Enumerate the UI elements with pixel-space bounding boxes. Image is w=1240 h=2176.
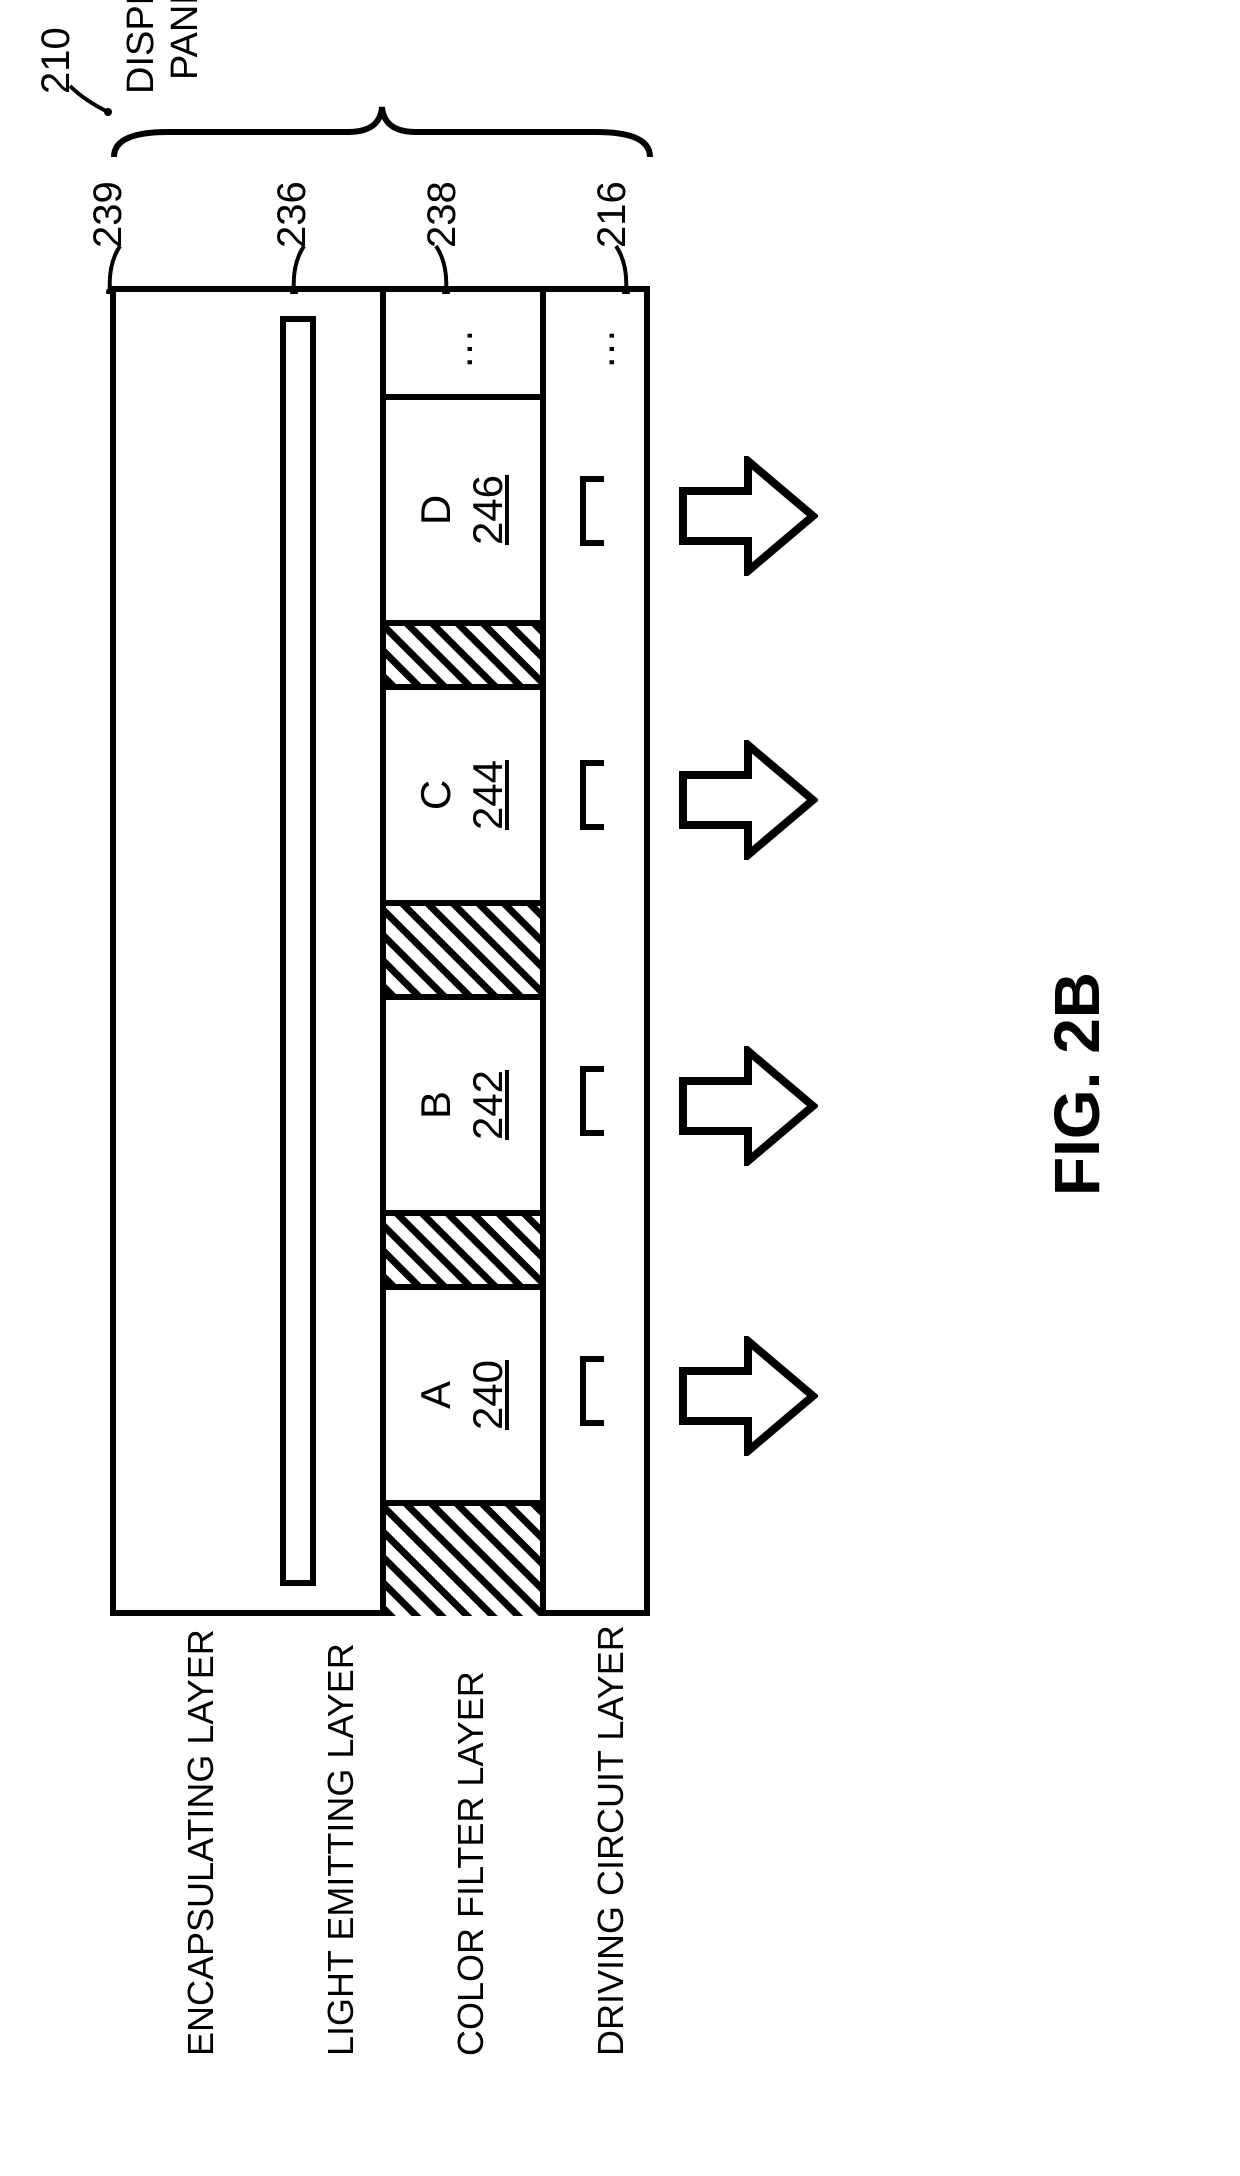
label-light-emitting: LIGHT EMITTING LAYER [320,1643,362,2056]
hatch-1 [386,1210,540,1290]
label-driving-circuit: DRIVING CIRCUIT LAYER [590,1625,632,2056]
light-emitting-bar [280,316,316,1586]
label-panel: PANEL [164,0,207,80]
leader-216 [596,234,636,294]
leader-236 [286,234,326,294]
filter-cell-d: D 246 [386,400,540,620]
figure-caption: FIG. 2B [1040,972,1114,1196]
hatch-2 [386,900,540,1000]
filter-cell-a: A 240 [386,1290,540,1500]
divider-cf-bottom [540,292,546,1610]
filter-cell-b: B 242 [386,1000,540,1210]
filter-c-ref: 244 [464,690,512,900]
display-panel-brace [108,102,656,162]
arrow-a [678,1336,818,1456]
leader-210 [64,76,114,116]
arrow-d [678,456,818,576]
filter-d-name: D [412,400,460,620]
label-encapsulating: ENCAPSULATING LAYER [180,1629,222,2056]
driver-tab-b [580,1066,604,1136]
filter-b-name: B [412,1000,460,1210]
diagram-canvas: ENCAPSULATING LAYER LIGHT EMITTING LAYER… [0,0,1240,2176]
arrow-c [678,740,818,860]
hatch-0 [386,1500,540,1616]
leader-239 [102,234,142,294]
cf-ellipsis: … [434,324,482,370]
filter-b-ref: 242 [464,1000,512,1210]
driver-tab-a [580,1356,604,1426]
filter-a-ref: 240 [464,1290,512,1500]
leader-238 [400,234,460,294]
label-color-filter: COLOR FILTER LAYER [450,1671,492,2056]
driver-tab-d [580,476,604,546]
filter-cell-c: C 244 [386,690,540,900]
drv-ellipsis: … [576,324,624,370]
hatch-3 [386,620,540,690]
filter-d-ref: 246 [464,400,512,620]
label-display: DISPLAY [120,0,163,94]
filter-a-name: A [412,1290,460,1500]
driver-tab-c [580,760,604,830]
arrow-b [678,1046,818,1166]
filter-c-name: C [412,690,460,900]
